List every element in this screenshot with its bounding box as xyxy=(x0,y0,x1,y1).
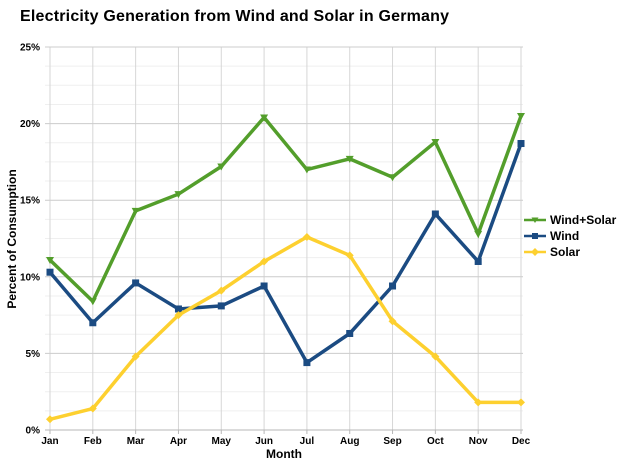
data-point-marker-diamond xyxy=(474,398,483,407)
x-tick-label: Jul xyxy=(300,436,315,447)
data-point-marker-square xyxy=(431,210,439,218)
x-tick-label: Mar xyxy=(127,436,145,447)
data-point-marker-diamond xyxy=(345,251,354,260)
legend-item-solar: Solar xyxy=(524,244,616,260)
data-point-marker-triangle xyxy=(431,138,440,146)
series-line-solar xyxy=(49,235,521,421)
data-point-marker-square xyxy=(46,268,54,276)
data-point-marker-square xyxy=(517,140,525,148)
data-point-marker-triangle xyxy=(345,155,354,163)
series-line-wind-solar xyxy=(48,114,523,305)
data-point-marker-diamond xyxy=(131,352,140,361)
data-point-marker-triangle xyxy=(88,298,97,306)
legend-label: Solar xyxy=(550,245,581,259)
legend-item-wind-solar: Wind+Solar xyxy=(524,212,616,228)
x-tick-label: Feb xyxy=(84,436,102,447)
data-point-marker-diamond xyxy=(88,404,97,413)
data-point-marker-triangle xyxy=(46,256,54,264)
data-point-marker-diamond xyxy=(431,352,440,361)
y-tick-label: 15% xyxy=(20,196,40,207)
legend-item-wind: Wind xyxy=(524,228,616,244)
series-line-wind xyxy=(48,142,523,366)
data-point-marker-square xyxy=(217,302,225,310)
y-tick-label: 0% xyxy=(26,426,41,437)
legend-marker-icon xyxy=(524,248,546,256)
data-point-marker-diamond xyxy=(517,398,525,407)
data-point-marker-square xyxy=(260,282,268,290)
x-tick-label: Dec xyxy=(512,436,531,447)
x-tick-label: May xyxy=(212,436,232,447)
x-axis-title: Month xyxy=(266,447,302,461)
data-point-marker-square xyxy=(389,282,397,290)
x-tick-label: Jan xyxy=(41,436,58,447)
data-point-marker-square xyxy=(303,359,311,367)
data-point-marker-triangle xyxy=(388,174,397,182)
data-point-marker-diamond xyxy=(46,415,54,424)
legend-label: Wind xyxy=(550,229,580,243)
x-tick-label: Aug xyxy=(340,436,359,447)
data-point-marker-square xyxy=(346,329,354,337)
chart-legend: Wind+Solar Wind Solar xyxy=(524,212,616,260)
data-point-marker-square xyxy=(474,257,482,265)
chart-title: Electricity Generation from Wind and Sol… xyxy=(20,8,450,25)
y-tick-label: 10% xyxy=(20,272,40,283)
data-point-marker-triangle xyxy=(174,191,183,199)
data-point-marker-square xyxy=(174,305,182,313)
data-point-marker-diamond xyxy=(302,232,311,241)
data-point-marker-triangle xyxy=(474,230,483,238)
y-tick-label: 5% xyxy=(26,349,41,360)
data-point-marker-triangle xyxy=(517,112,525,120)
data-point-marker-diamond xyxy=(388,317,397,326)
x-tick-label: Sep xyxy=(383,436,401,447)
data-point-marker-square xyxy=(89,319,97,327)
data-point-marker-square xyxy=(132,279,140,287)
data-point-marker-triangle xyxy=(260,114,269,122)
x-tick-label: Apr xyxy=(170,436,187,447)
legend-label: Wind+Solar xyxy=(550,213,617,227)
data-point-marker-triangle xyxy=(302,166,311,174)
data-point-marker-diamond xyxy=(217,286,226,295)
data-point-marker-triangle xyxy=(217,163,226,171)
x-tick-label: Jun xyxy=(255,436,273,447)
y-tick-label: 25% xyxy=(20,43,40,54)
x-tick-label: Nov xyxy=(469,436,488,447)
y-tick-label: 20% xyxy=(20,119,40,130)
x-tick-label: Oct xyxy=(427,436,444,447)
data-point-marker-diamond xyxy=(260,257,269,266)
legend-marker-icon xyxy=(524,233,546,239)
data-point-marker-triangle xyxy=(131,207,140,215)
data-point-marker-diamond xyxy=(174,311,183,320)
legend-marker-icon xyxy=(524,217,546,223)
